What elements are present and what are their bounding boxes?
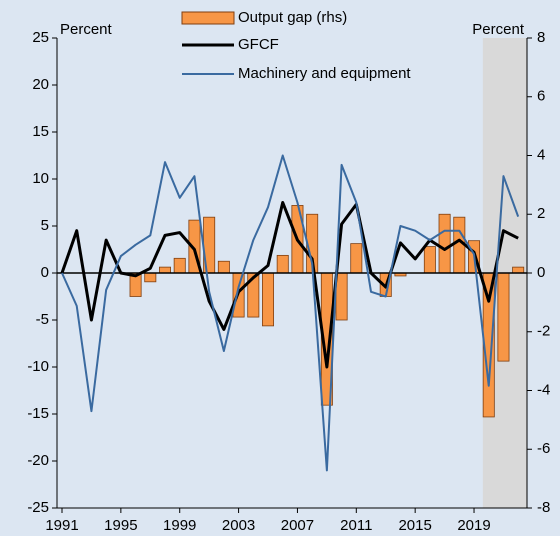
bar bbox=[262, 272, 275, 327]
y2-tick-label: -2 bbox=[537, 323, 550, 340]
y2-tick-label: 2 bbox=[537, 205, 545, 222]
legend-label: Output gap (rhs) bbox=[238, 9, 347, 26]
x-tick-label: 1999 bbox=[163, 517, 196, 534]
bar bbox=[423, 246, 436, 274]
legend-label: Machinery and equipment bbox=[238, 65, 411, 82]
y-tick-label: -5 bbox=[36, 311, 49, 328]
y2-tick-label: 4 bbox=[537, 146, 545, 163]
y2-tick-label: 6 bbox=[537, 88, 545, 105]
x-tick-label: 2007 bbox=[281, 517, 314, 534]
bar bbox=[335, 272, 348, 321]
y2-tick-label: -4 bbox=[537, 381, 550, 398]
x-tick-label: 2011 bbox=[340, 517, 372, 534]
bar bbox=[173, 257, 186, 274]
x-tick-label: 2015 bbox=[398, 517, 431, 534]
y-tick-label: 5 bbox=[41, 217, 49, 234]
y2-tick-label: -6 bbox=[537, 440, 550, 457]
bar bbox=[144, 272, 157, 283]
y2-axis-label: Percent bbox=[472, 21, 525, 38]
y-tick-label: -25 bbox=[27, 499, 49, 516]
y-tick-label: 20 bbox=[32, 76, 49, 93]
x-tick-label: 2019 bbox=[457, 517, 490, 534]
line bbox=[60, 201, 519, 369]
y2-tick-label: 8 bbox=[537, 29, 545, 46]
legend-swatch bbox=[181, 11, 235, 25]
legend-label: GFCF bbox=[238, 36, 279, 53]
y-tick-label: -15 bbox=[27, 405, 49, 422]
y-tick-label: -20 bbox=[27, 452, 49, 469]
bar bbox=[512, 266, 525, 274]
bar bbox=[438, 213, 451, 274]
y-tick-label: 25 bbox=[32, 29, 49, 46]
x-tick-label: 1995 bbox=[104, 517, 137, 534]
bar bbox=[497, 272, 510, 362]
bar bbox=[217, 260, 230, 274]
y-tick-label: -10 bbox=[27, 358, 49, 375]
y-tick-label: 0 bbox=[41, 264, 49, 281]
y-axis-label: Percent bbox=[60, 21, 113, 38]
y2-tick-label: -8 bbox=[537, 499, 550, 516]
bar bbox=[276, 254, 289, 274]
line bbox=[61, 154, 520, 472]
y-tick-label: 10 bbox=[32, 170, 49, 187]
bar bbox=[159, 266, 171, 274]
x-tick-label: 2003 bbox=[222, 517, 255, 534]
y-tick-label: 15 bbox=[32, 123, 49, 140]
bar bbox=[350, 243, 363, 274]
y2-tick-label: 0 bbox=[537, 264, 545, 281]
x-tick-label: 1991 bbox=[45, 517, 78, 534]
